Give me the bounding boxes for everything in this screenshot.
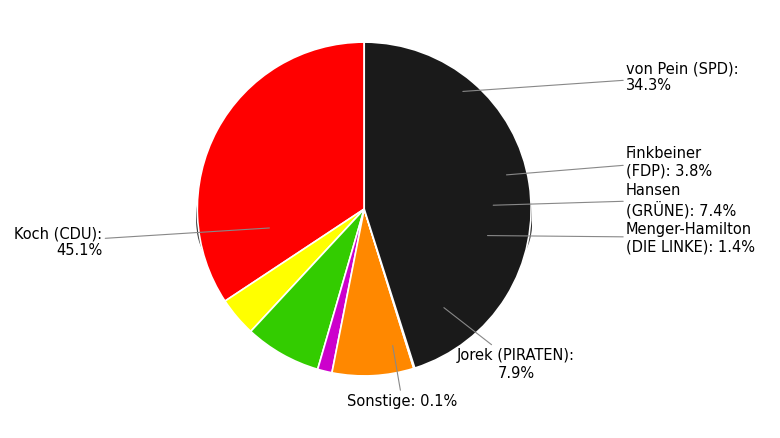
Ellipse shape — [197, 135, 531, 318]
Text: Koch (CDU):
45.1%: Koch (CDU): 45.1% — [14, 226, 269, 258]
Wedge shape — [225, 209, 364, 332]
Text: Hansen
(GRÜNE): 7.4%: Hansen (GRÜNE): 7.4% — [493, 182, 736, 218]
Wedge shape — [197, 43, 364, 301]
Wedge shape — [317, 209, 364, 373]
Ellipse shape — [197, 120, 531, 303]
Ellipse shape — [197, 127, 531, 311]
Text: von Pein (SPD):
34.3%: von Pein (SPD): 34.3% — [463, 61, 739, 93]
Wedge shape — [364, 43, 531, 368]
Text: Finkbeiner
(FDP): 3.8%: Finkbeiner (FDP): 3.8% — [506, 146, 712, 178]
Wedge shape — [332, 209, 414, 376]
Ellipse shape — [197, 126, 531, 309]
Ellipse shape — [197, 133, 531, 316]
Wedge shape — [250, 209, 364, 369]
Ellipse shape — [197, 122, 531, 305]
Wedge shape — [364, 209, 415, 368]
Ellipse shape — [197, 131, 531, 314]
Ellipse shape — [197, 129, 531, 312]
Text: Jorek (PIRATEN):
7.9%: Jorek (PIRATEN): 7.9% — [444, 308, 575, 380]
Text: Menger-Hamilton
(DIE LINKE): 1.4%: Menger-Hamilton (DIE LINKE): 1.4% — [488, 222, 755, 254]
Text: Sonstige: 0.1%: Sonstige: 0.1% — [347, 346, 457, 408]
Ellipse shape — [197, 124, 531, 307]
